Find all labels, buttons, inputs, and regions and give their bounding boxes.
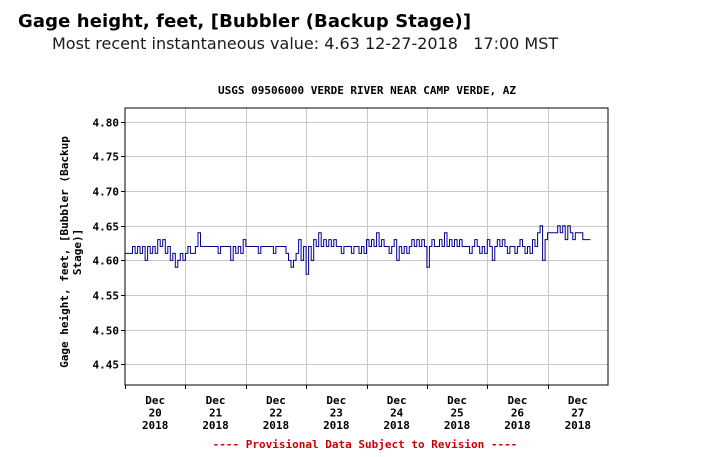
latest-time: 17:00 MST [473,34,559,53]
y-tick-label: 4.55 [93,290,120,303]
y-tick-label: 4.50 [93,325,120,338]
x-tick-label-day: 27 [571,407,584,420]
x-tick-label-year: 2018 [142,419,169,432]
y-tick-label: 4.60 [93,255,120,268]
x-tick-label-month: Dec [326,394,346,407]
x-tick-label-year: 2018 [565,419,592,432]
y-axis-label-line1: Gage height, feet, [Bubbler (Backup [58,136,71,368]
plot-frame [124,107,609,386]
x-tick-label-month: Dec [508,394,528,407]
x-tick-label-day: 20 [149,407,162,420]
latest-value-line: Most recent instantaneous value: 4.63 12… [52,34,558,53]
page-title: Gage height, feet, [Bubbler (Backup Stag… [18,11,472,32]
x-tick-label-year: 2018 [504,419,531,432]
x-tick-label-day: 22 [269,407,282,420]
x-tick-label-month: Dec [387,394,407,407]
x-tick-label-year: 2018 [202,419,229,432]
x-tick-label-month: Dec [568,394,588,407]
chart-title: USGS 09506000 VERDE RIVER NEAR CAMP VERD… [218,84,516,97]
x-tick-label-day: 25 [450,407,463,420]
latest-date: 12-27-2018 [364,34,458,53]
x-tick-label-day: 23 [330,407,343,420]
x-tick-label-month: Dec [145,394,165,407]
latest-value-prefix: Most recent instantaneous value: [52,34,325,53]
x-tick-label-month: Dec [447,394,467,407]
series-line [125,225,591,275]
y-tick-label: 4.45 [93,359,120,372]
x-tick-label-year: 2018 [444,419,471,432]
x-tick-label-day: 26 [511,407,525,420]
y-tick-label: 4.65 [93,221,120,234]
x-tick-label-day: 24 [390,407,404,420]
y-tick-label: 4.70 [93,186,120,199]
latest-value: 4.63 [324,34,360,53]
x-tick-label-year: 2018 [383,419,410,432]
provisional-note: ---- Provisional Data Subject to Revisio… [213,438,518,451]
y-tick-label: 4.75 [93,151,120,164]
x-tick-label-month: Dec [206,394,226,407]
x-tick-label-day: 21 [209,407,223,420]
x-axis: Dec202018Dec212018Dec222018Dec232018Dec2… [125,385,592,432]
y-tick-label: 4.80 [93,117,120,130]
x-tick-label-year: 2018 [323,419,350,432]
y-axis-label-line2: Stage)] [71,229,84,275]
x-tick-label-year: 2018 [263,419,290,432]
x-tick-label-month: Dec [266,394,286,407]
y-axis: 4.45 4.50 4.55 4.60 4.65 4.70 4.75 4.80 [93,117,125,372]
